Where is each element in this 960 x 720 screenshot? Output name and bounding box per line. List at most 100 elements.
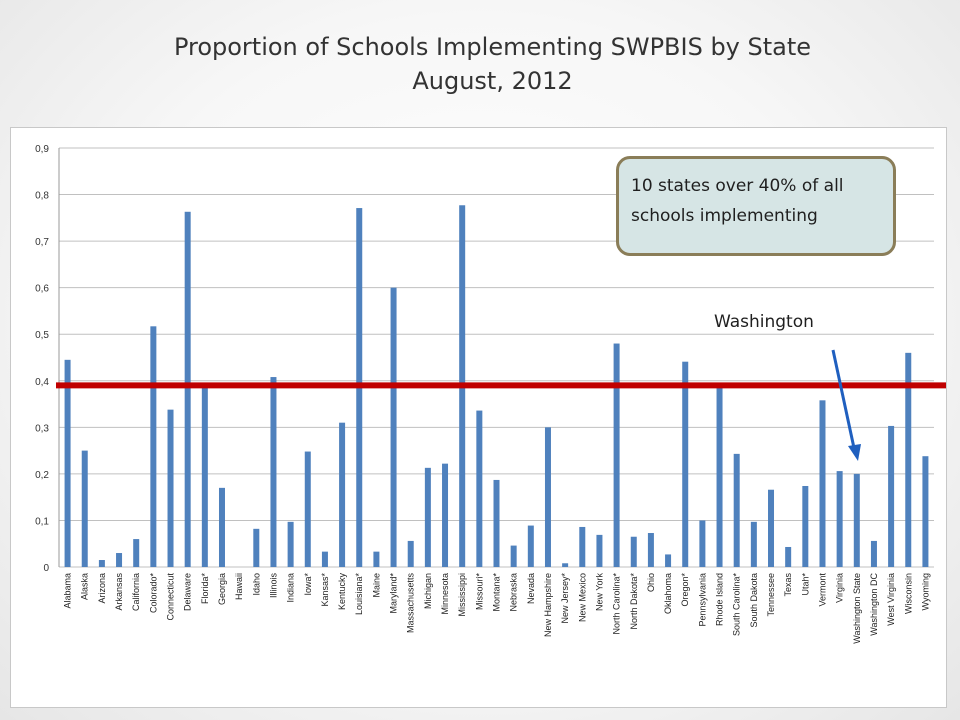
bar xyxy=(116,553,123,567)
x-tick-label: New Mexico xyxy=(577,573,587,622)
y-tick-label: 0,5 xyxy=(35,330,49,341)
x-tick-label: Connecticut xyxy=(166,573,176,621)
bar xyxy=(665,554,672,567)
bar xyxy=(630,536,637,567)
bar xyxy=(373,551,380,567)
x-tick-label: Oregon* xyxy=(680,573,690,607)
y-tick-label: 0,1 xyxy=(35,516,49,527)
x-tick-label: Nebraska xyxy=(509,573,519,612)
x-tick-label: Florida* xyxy=(200,573,210,605)
bar xyxy=(905,352,912,567)
bar xyxy=(819,400,826,567)
y-tick-label: 0,4 xyxy=(35,377,49,388)
bar xyxy=(424,467,431,567)
bar xyxy=(64,359,71,567)
x-tick-label: New Jersey* xyxy=(560,573,570,624)
bar xyxy=(270,377,277,567)
bar xyxy=(493,479,500,567)
y-tick-label: 0,7 xyxy=(35,237,49,248)
x-tick-label: California xyxy=(131,573,141,611)
y-tick-label: 0 xyxy=(43,563,49,574)
x-tick-label: South Carolina* xyxy=(732,573,742,637)
x-tick-label: Kansas* xyxy=(320,573,330,607)
x-tick-label: Wisconsin xyxy=(903,573,913,614)
x-tick-label: Missouri* xyxy=(474,573,484,611)
bar xyxy=(785,546,792,567)
bar xyxy=(184,211,191,567)
bar xyxy=(407,540,414,567)
bar xyxy=(562,563,569,567)
x-tick-label: Louisiana* xyxy=(354,573,364,616)
x-tick-label: Massachusetts xyxy=(406,573,416,634)
bar xyxy=(218,487,225,567)
bar xyxy=(613,343,620,567)
bar xyxy=(339,422,346,567)
bar xyxy=(922,456,929,567)
bar xyxy=(768,489,775,567)
x-tick-label: Oklahoma xyxy=(663,573,673,614)
x-tick-label: Georgia xyxy=(217,573,227,605)
x-tick-label: Ohio xyxy=(646,573,656,592)
bar xyxy=(682,361,689,567)
bar xyxy=(527,525,534,567)
x-tick-label: Alabama xyxy=(63,573,73,609)
x-tick-label: Pennsylvania xyxy=(697,573,707,627)
bar xyxy=(304,451,311,567)
y-tick-label: 0,9 xyxy=(35,144,49,155)
callout-box: 10 states over 40% of all schools implem… xyxy=(616,156,896,256)
bar xyxy=(321,551,328,567)
bar xyxy=(733,453,740,567)
y-tick-label: 0,8 xyxy=(35,191,49,202)
x-tick-label: Idaho xyxy=(251,573,261,596)
bar xyxy=(870,540,877,567)
bar xyxy=(81,450,88,567)
x-tick-label: Virginia xyxy=(835,573,845,603)
bar xyxy=(98,560,105,567)
x-tick-label: Delaware xyxy=(183,573,193,611)
bar xyxy=(888,425,895,567)
bar xyxy=(596,534,603,567)
x-tick-label: New Hampshire xyxy=(543,573,553,637)
washington-arrowhead xyxy=(848,444,861,461)
x-tick-label: Arizona xyxy=(97,573,107,604)
slide-title: Proportion of Schools Implementing SWPBI… xyxy=(0,30,960,98)
x-tick-label: Nevada xyxy=(526,573,536,604)
x-tick-label: South Dakota xyxy=(749,573,759,628)
x-tick-label: Maine xyxy=(371,573,381,598)
title-line-1: Proportion of Schools Implementing SWPBI… xyxy=(173,33,812,61)
x-tick-label: Texas xyxy=(783,573,793,597)
x-tick-label: Kentucky xyxy=(337,573,347,611)
bar xyxy=(390,287,397,567)
x-tick-label: Utah* xyxy=(800,573,810,596)
bar xyxy=(253,528,260,567)
bar xyxy=(750,521,757,567)
x-tick-label: Indiana xyxy=(286,573,296,603)
bar xyxy=(476,410,483,567)
bar xyxy=(647,533,654,567)
bar xyxy=(579,526,586,567)
x-tick-label: Colorado* xyxy=(148,573,158,614)
x-tick-label: Maryland* xyxy=(389,573,399,614)
x-tick-label: West Virginia xyxy=(886,573,896,626)
x-tick-label: Alaska xyxy=(80,573,90,600)
bar xyxy=(544,427,551,567)
washington-label: Washington xyxy=(714,312,814,332)
x-tick-label: Washington State xyxy=(852,573,862,644)
x-tick-label: Minnesota xyxy=(440,573,450,615)
x-tick-label: Vermont xyxy=(817,573,827,607)
x-tick-label: Arkansas xyxy=(114,573,124,611)
x-tick-label: North Carolina* xyxy=(612,573,622,635)
x-tick-label: Hawaii xyxy=(234,573,244,600)
x-tick-label: Mississippi xyxy=(457,573,467,617)
y-tick-label: 0,3 xyxy=(35,423,49,434)
bar xyxy=(150,326,157,567)
washington-arrow xyxy=(831,349,856,449)
x-tick-label: Montana* xyxy=(492,573,502,612)
bar xyxy=(167,409,174,567)
x-tick-label: Rhode Island xyxy=(715,573,725,626)
x-tick-label: Wyoming xyxy=(920,573,930,610)
bar xyxy=(442,463,449,567)
x-tick-label: Washington DC xyxy=(869,573,879,636)
bar xyxy=(716,386,723,567)
